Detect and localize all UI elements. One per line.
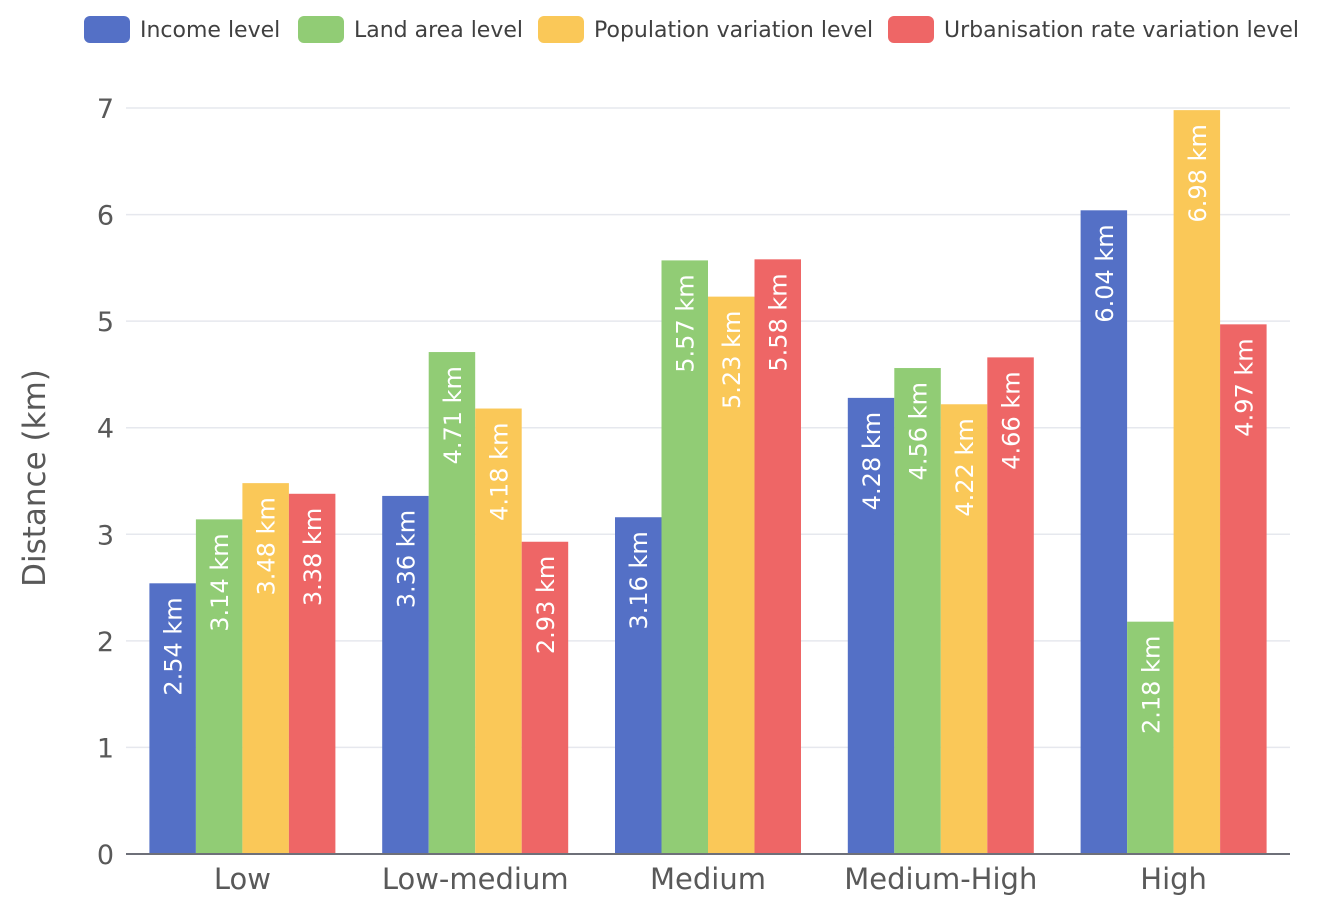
bar-data-label: 3.14 km [206,533,234,631]
legend-swatch [888,16,934,43]
legend-label: Urbanisation rate variation level [944,18,1299,43]
y-tick-label: 4 [97,414,114,445]
bar [1127,621,1174,854]
bar [987,357,1034,854]
bar [894,368,941,854]
bar-data-label: 5.57 km [672,274,700,372]
x-axis-categories: Low Low-medium Medium Medium-High High [214,862,1207,896]
y-tick-label: 7 [97,94,114,125]
y-tick-label: 5 [97,307,114,338]
y-tick-label: 6 [97,201,114,232]
x-category-label: Medium-High [844,862,1037,896]
bar [847,397,895,854]
bar-data-label: 5.23 km [718,311,746,409]
bar [288,493,336,854]
legend-swatch [538,16,584,43]
bar-data-label: 3.36 km [392,510,420,608]
bar-data-label: 3.38 km [299,508,327,606]
legend: Income level Land area level Population va… [84,16,1299,43]
bar-data-label: 4.22 km [951,418,979,516]
bar [195,519,243,854]
bar-data-label: 4.71 km [439,366,467,464]
bar-data-label: 2.54 km [160,597,188,695]
bar-data-label: 4.66 km [998,371,1026,469]
x-category-label: Low-medium [382,862,569,896]
bars [149,110,1267,855]
bar-data-label: 4.18 km [485,423,513,521]
y-tick-label: 3 [97,520,114,551]
bar-data-label: 4.56 km [905,382,933,480]
bar [1173,110,1221,855]
bar [940,404,988,854]
bar [428,352,476,854]
bar-data-label: 2.93 km [532,556,560,654]
legend-swatch [84,16,130,43]
y-axis-ticks: 0 1 2 3 4 5 6 7 [97,94,114,871]
bar-data-label: 3.16 km [625,531,653,629]
bar [149,583,196,854]
bar [661,260,708,854]
bar [754,259,801,854]
bar [382,495,429,854]
legend-label: Income level [140,18,280,43]
bar-data-label: 6.98 km [1184,124,1212,222]
bar [615,517,662,854]
x-category-label: High [1140,862,1207,896]
bar [1080,210,1128,854]
y-tick-label: 2 [97,627,114,658]
bar [1220,324,1267,855]
y-tick-label: 1 [97,733,114,764]
bar [708,296,755,854]
y-axis-label: Distance (km) [17,369,53,587]
bar-data-label: 6.04 km [1091,224,1119,322]
bar-data-label: 5.58 km [765,273,793,371]
bar-labels: 2.54 km 3.14 km 3.48 km 3.38 km 3.36 km 4.71 … [160,124,1259,734]
bar-data-label: 2.18 km [1137,636,1165,734]
x-category-label: Medium [650,862,766,896]
legend-swatch [298,16,344,43]
legend-label: Population variation level [594,18,873,43]
bar-data-label: 4.97 km [1230,338,1258,436]
bar [521,541,569,854]
legend-label: Land area level [354,18,523,43]
y-tick-label: 0 [97,840,114,871]
bar [242,483,289,854]
x-category-label: Low [214,862,271,896]
bar-data-label: 3.48 km [253,497,281,595]
bar-data-label: 4.28 km [858,412,886,510]
bar [475,408,522,854]
